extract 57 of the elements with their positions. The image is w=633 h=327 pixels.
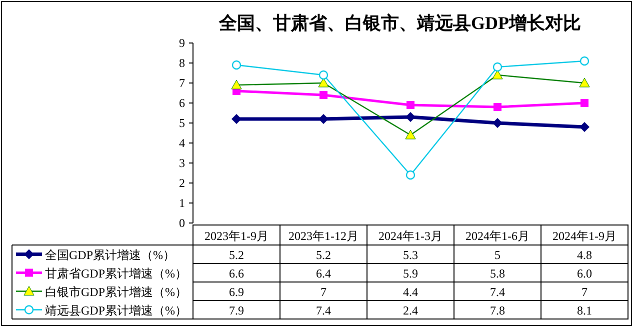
data-label: 5.2 — [229, 248, 244, 262]
data-label: 7.9 — [229, 303, 244, 318]
legend-label: 白银市GDP累计增速（%） — [45, 284, 188, 299]
data-label: 5.3 — [403, 248, 418, 262]
x-tick-label: 2023年1-12月 — [288, 229, 358, 243]
data-label: 6.6 — [229, 266, 244, 280]
point — [580, 56, 590, 66]
y-tick-label: 8 — [179, 56, 185, 70]
point — [406, 101, 414, 109]
point — [320, 91, 328, 99]
y-tick-label: 7 — [179, 76, 185, 90]
point — [494, 103, 502, 111]
data-label: 6.9 — [229, 284, 244, 299]
data-label: 7 — [582, 284, 588, 299]
data-label: 7.4 — [490, 284, 505, 299]
data-label: 2.4 — [403, 303, 418, 318]
point — [405, 130, 416, 140]
point — [580, 99, 588, 107]
data-label: 4.8 — [577, 248, 592, 262]
title: 全国、甘肃省、白银市、靖远县GDP增长对比 — [219, 13, 581, 33]
y-tick-label: 3 — [179, 156, 185, 170]
y-tick-label: 9 — [179, 36, 185, 50]
y-tick-label: 2 — [179, 176, 185, 190]
y-tick-label: 6 — [179, 96, 185, 110]
data-label: 6.4 — [316, 266, 331, 280]
data-label: 5.2 — [316, 248, 331, 262]
point — [231, 80, 242, 90]
legend-label: 靖远县GDP累计增速（%） — [45, 303, 188, 318]
point — [318, 114, 328, 124]
data-label: 7.4 — [316, 303, 331, 318]
data-label: 5.9 — [403, 266, 418, 280]
data-label: 5.8 — [490, 266, 505, 280]
y-tick-label: 5 — [179, 116, 185, 130]
x-tick-label: 2024年1-6月 — [466, 229, 530, 243]
legend-label: 全国GDP累计增速（%） — [45, 248, 176, 262]
data-label: 6.0 — [577, 266, 592, 280]
data-label: 4.4 — [403, 284, 418, 299]
y-tick-label: 0 — [179, 216, 185, 230]
y-tick-label: 1 — [179, 196, 185, 210]
data-label: 7.8 — [490, 303, 505, 318]
point — [492, 62, 502, 72]
point — [579, 78, 590, 88]
point — [406, 112, 416, 122]
point — [232, 114, 242, 124]
point — [580, 122, 590, 132]
x-tick-label: 2024年1-9月 — [552, 229, 616, 243]
x-tick-label: 2023年1-9月 — [204, 229, 268, 243]
x-tick-label: 2024年1-3月 — [378, 229, 442, 243]
y-tick-label: 4 — [179, 136, 185, 150]
data-label: 5 — [494, 248, 500, 262]
point — [318, 70, 328, 80]
legend-label: 甘肃省GDP累计增速（%） — [45, 266, 188, 280]
point — [406, 170, 416, 180]
point — [492, 118, 502, 128]
data-label: 7 — [320, 284, 326, 299]
data-label: 8.1 — [577, 303, 592, 318]
point — [232, 60, 242, 70]
